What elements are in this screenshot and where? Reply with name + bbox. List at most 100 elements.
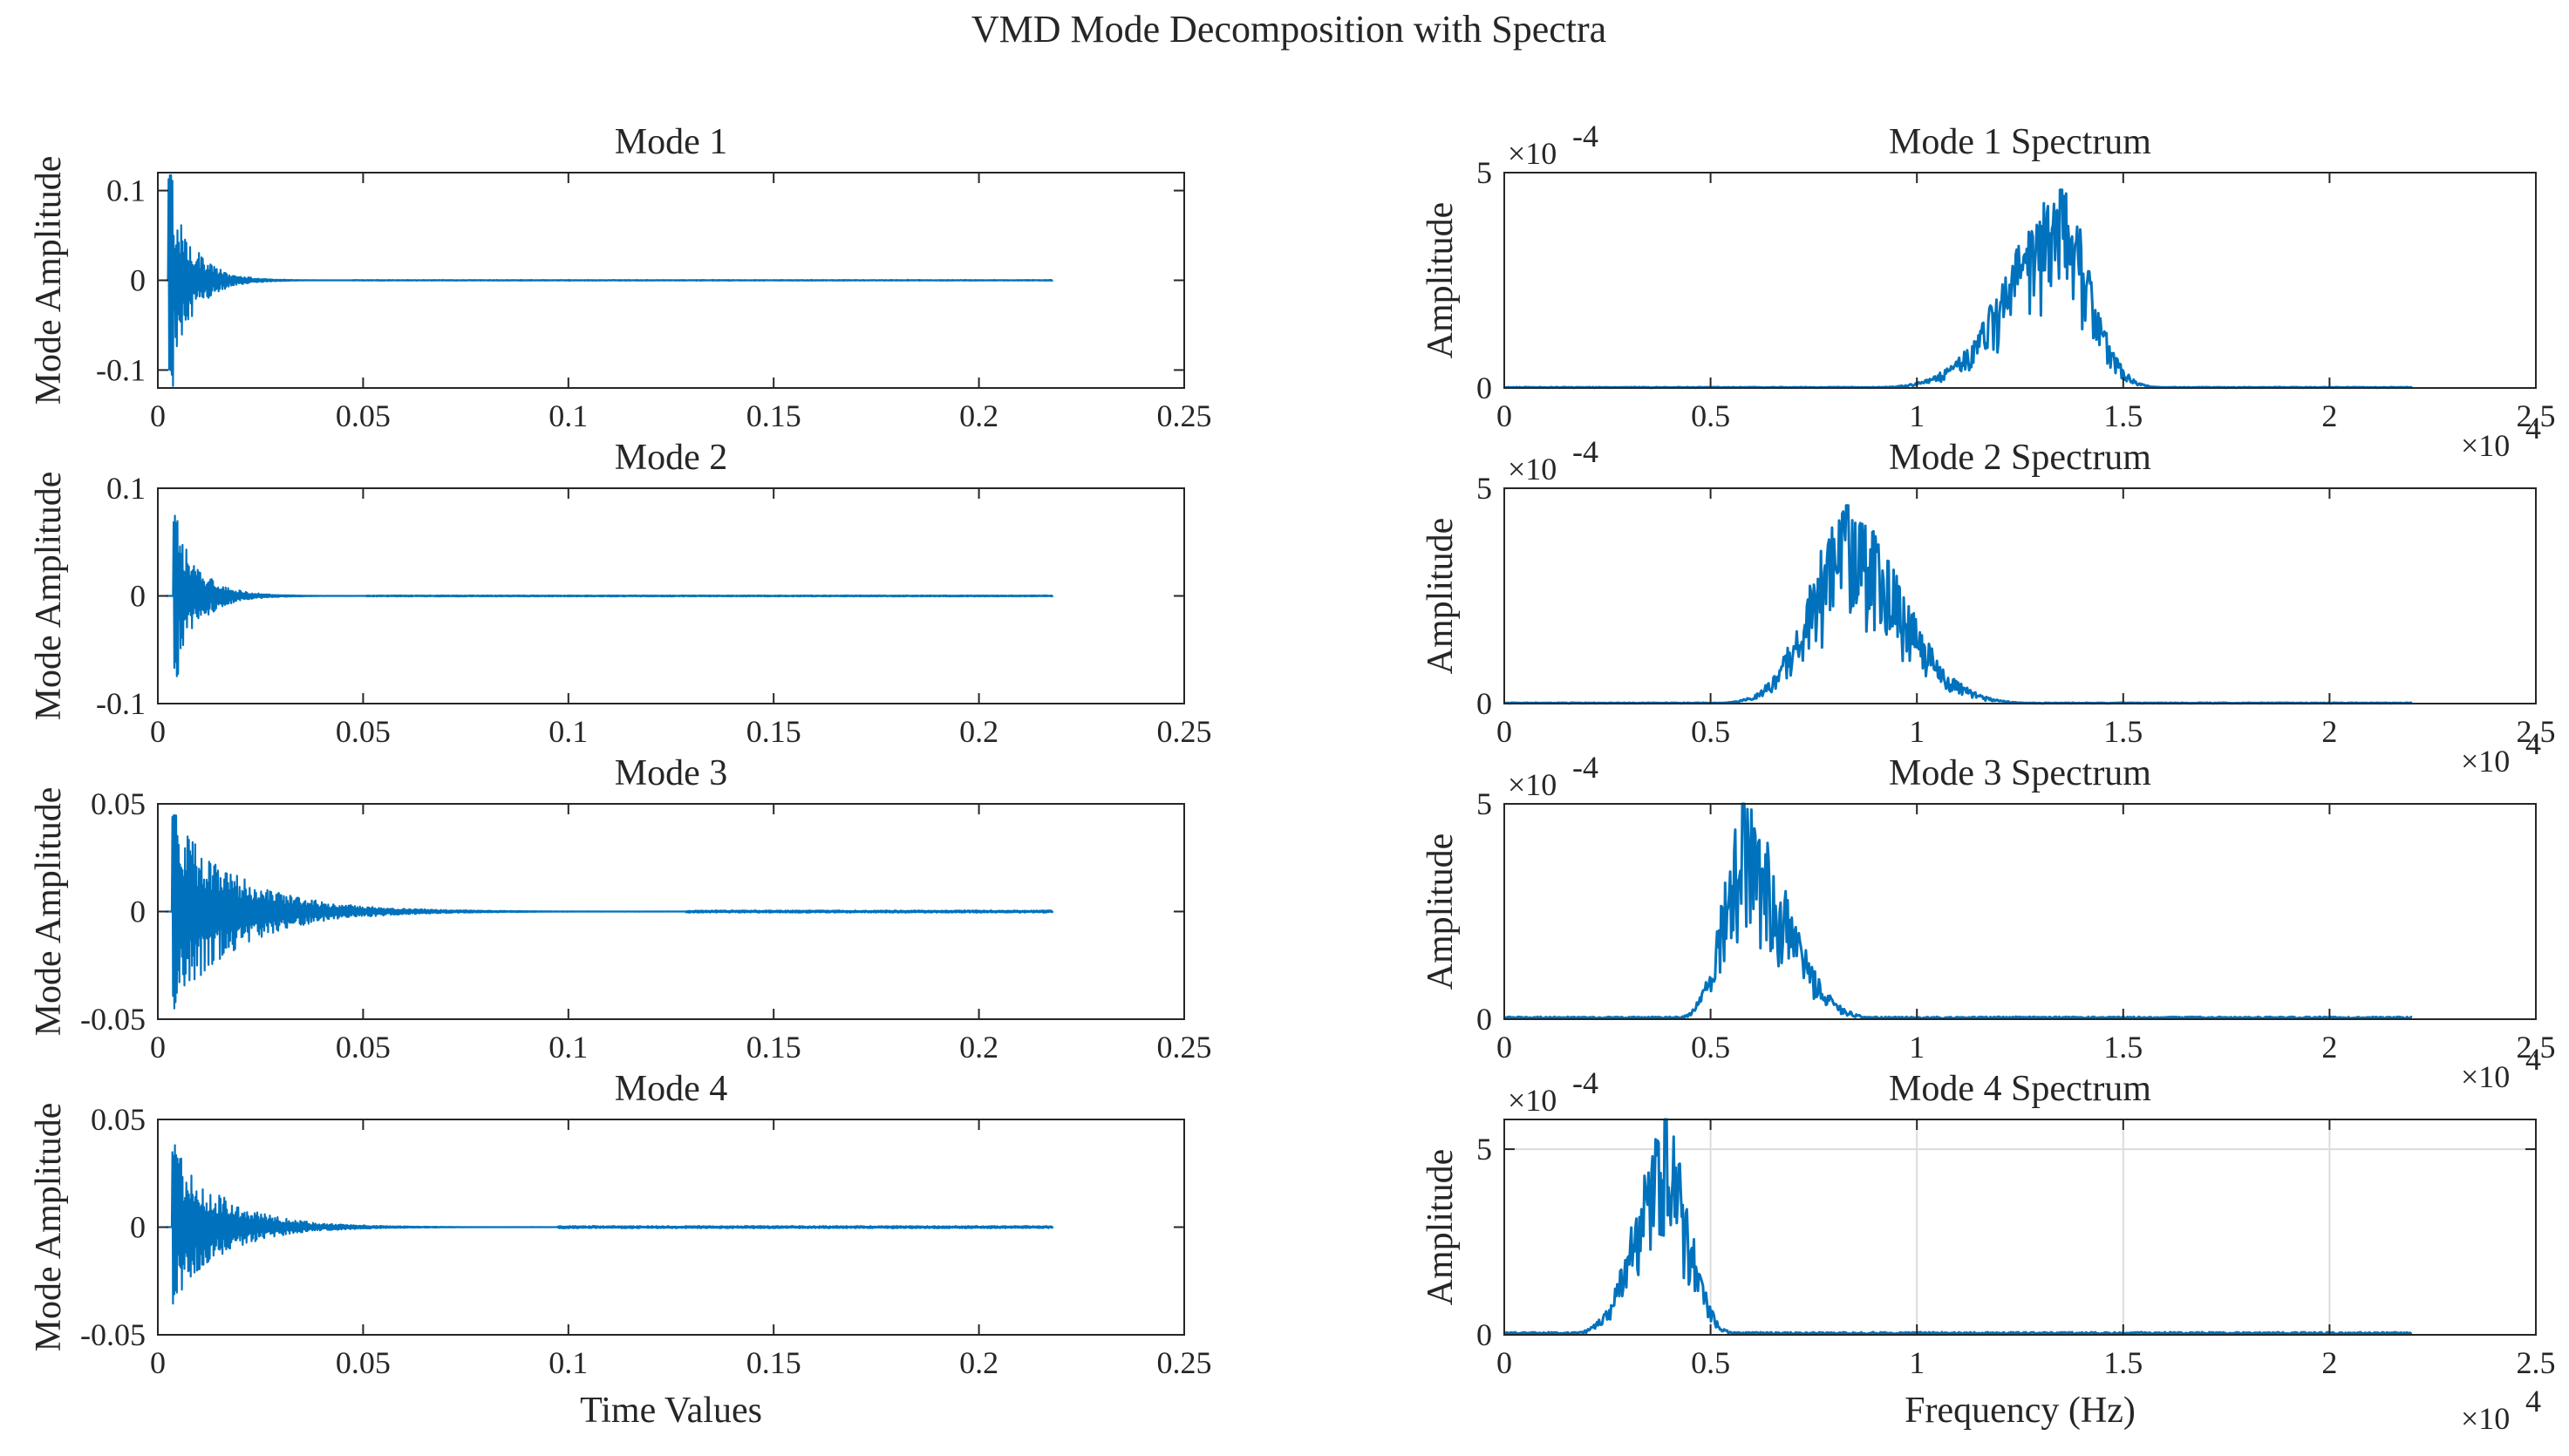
x-tick-label: 0.05 bbox=[336, 714, 391, 749]
subplot-title: Mode 2 Spectrum bbox=[1889, 438, 2151, 478]
x-tick-label: 0.5 bbox=[1691, 714, 1730, 749]
axes-box bbox=[1503, 803, 2537, 1020]
y-tick-label: 0 bbox=[1476, 1002, 1492, 1037]
y-tick-label: 0 bbox=[130, 1210, 146, 1245]
y-tick-label: 0.05 bbox=[91, 786, 146, 821]
x-tick-label: 0.2 bbox=[959, 398, 998, 433]
figure-title: VMD Mode Decomposition with Spectra bbox=[971, 8, 1606, 51]
x-tick-label: 2.5 bbox=[2517, 398, 2556, 433]
y-exponent-label: ×10 bbox=[1508, 1083, 1557, 1118]
x-tick-label: 0.1 bbox=[549, 714, 588, 749]
x-tick-label: 2 bbox=[2321, 1345, 2337, 1380]
axes-box bbox=[1503, 172, 2537, 389]
x-tick-label: 0.1 bbox=[549, 1030, 588, 1065]
x-tick-label: 0.2 bbox=[959, 714, 998, 749]
y-exponent-label: ×10 bbox=[1508, 767, 1557, 802]
x-tick-label: 0.2 bbox=[959, 1345, 998, 1380]
x-tick-label: 1.5 bbox=[2103, 1030, 2143, 1065]
subplot-s4: 0 0.5 1 1.5 2 2.5 0 5 Mode 4 Spectrum Amplitude Fr… bbox=[1421, 1065, 2556, 1436]
x-tick-label: 0.5 bbox=[1691, 398, 1730, 433]
axes-box bbox=[1503, 1119, 2537, 1336]
x-tick-label: 0.05 bbox=[336, 398, 391, 433]
y-tick-label: 0 bbox=[1476, 1317, 1492, 1352]
x-exponent-label: ×10 bbox=[2461, 1059, 2510, 1094]
x-tick-label: 0.5 bbox=[1691, 1030, 1730, 1065]
x-tick-label: 0.1 bbox=[549, 398, 588, 433]
series-line bbox=[166, 173, 1054, 387]
x-exponent-power: 4 bbox=[2525, 411, 2541, 446]
y-tick-label: -0.05 bbox=[80, 1317, 146, 1352]
y-tick-label: 0 bbox=[1476, 371, 1492, 405]
y-tick-label: 0.1 bbox=[106, 471, 146, 506]
x-axis-label: Time Values bbox=[580, 1391, 762, 1431]
series-line bbox=[166, 1144, 1054, 1305]
x-exponent-power: 4 bbox=[2525, 1042, 2541, 1077]
series-line bbox=[1503, 1118, 2413, 1336]
subplot-title: Mode 1 bbox=[615, 122, 728, 162]
x-tick-label: 0 bbox=[1496, 398, 1512, 433]
subplot-s3: 0 0.5 1 1.5 2 2.5 0 5 Mode 3 Spectrum Amplitude ×1… bbox=[1421, 750, 2556, 1094]
plot-area bbox=[1504, 173, 2536, 388]
x-exponent-label: ×10 bbox=[2461, 1401, 2510, 1436]
y-tick-label: 0 bbox=[130, 579, 146, 614]
x-tick-label: 0.25 bbox=[1157, 1345, 1212, 1380]
x-tick-label: 0 bbox=[150, 398, 166, 433]
y-axis-label: Amplitude bbox=[1421, 202, 1461, 359]
y-tick-label: 0 bbox=[130, 263, 146, 298]
y-tick-label: 0.05 bbox=[91, 1102, 146, 1137]
x-tick-label: 0.15 bbox=[746, 398, 801, 433]
y-exponent-power: -4 bbox=[1572, 434, 1598, 469]
x-tick-label: 2 bbox=[2321, 1030, 2337, 1065]
x-tick-label: 0.05 bbox=[336, 1030, 391, 1065]
subplot-title: Mode 3 Spectrum bbox=[1889, 753, 2151, 793]
plot-area bbox=[1504, 804, 2536, 1019]
y-exponent-label: ×10 bbox=[1508, 452, 1557, 486]
y-tick-label: 0.1 bbox=[106, 173, 146, 208]
x-tick-label: 0 bbox=[150, 1345, 166, 1380]
x-tick-label: 0.15 bbox=[746, 1030, 801, 1065]
y-tick-label: -0.1 bbox=[96, 686, 146, 721]
y-axis-label: Mode Amplitude bbox=[29, 787, 69, 1037]
y-tick-label: 5 bbox=[1476, 155, 1492, 190]
subplot-s1: 0 0.5 1 1.5 2 2.5 0 5 Mode 1 Spectrum Amplitude ×1… bbox=[1421, 119, 2556, 463]
y-axis-label: Amplitude bbox=[1421, 518, 1461, 675]
y-exponent-power: -4 bbox=[1572, 119, 1598, 153]
x-exponent-power: 4 bbox=[2525, 1384, 2541, 1419]
y-tick-label: 5 bbox=[1476, 1132, 1492, 1167]
plot-area bbox=[1504, 488, 2536, 704]
x-tick-label: 0 bbox=[150, 1030, 166, 1065]
y-tick-label: 0 bbox=[130, 895, 146, 929]
y-tick-label: -0.05 bbox=[80, 1002, 146, 1037]
x-tick-label: 0.25 bbox=[1157, 1030, 1212, 1065]
x-tick-label: 0.05 bbox=[336, 1345, 391, 1380]
x-tick-label: 0.2 bbox=[959, 1030, 998, 1065]
x-tick-label: 1 bbox=[1909, 1030, 1925, 1065]
x-tick-label: 0.25 bbox=[1157, 714, 1212, 749]
axes-box bbox=[1503, 487, 2537, 704]
y-axis-label: Mode Amplitude bbox=[29, 472, 69, 721]
y-axis-label: Amplitude bbox=[1421, 1149, 1461, 1306]
subplot-title: Mode 1 Spectrum bbox=[1889, 122, 2151, 162]
y-exponent-label: ×10 bbox=[1508, 136, 1557, 171]
x-tick-label: 1 bbox=[1909, 714, 1925, 749]
x-tick-label: 0 bbox=[1496, 1030, 1512, 1065]
x-tick-label: 1.5 bbox=[2103, 398, 2143, 433]
x-exponent-power: 4 bbox=[2525, 726, 2541, 761]
y-exponent-power: -4 bbox=[1572, 1065, 1598, 1100]
x-exponent-label: ×10 bbox=[2461, 428, 2510, 463]
y-tick-label: -0.1 bbox=[96, 352, 146, 387]
x-tick-label: 1.5 bbox=[2103, 1345, 2143, 1380]
x-tick-label: 0.5 bbox=[1691, 1345, 1730, 1380]
x-tick-label: 2.5 bbox=[2517, 1030, 2556, 1065]
x-tick-label: 2 bbox=[2321, 714, 2337, 749]
x-tick-label: 2.5 bbox=[2517, 1345, 2556, 1380]
x-tick-label: 0.15 bbox=[746, 714, 801, 749]
x-tick-label: 0.25 bbox=[1157, 398, 1212, 433]
y-tick-label: 0 bbox=[1476, 686, 1492, 721]
plot-area bbox=[1504, 1119, 2536, 1335]
x-exponent-label: ×10 bbox=[2461, 744, 2510, 779]
